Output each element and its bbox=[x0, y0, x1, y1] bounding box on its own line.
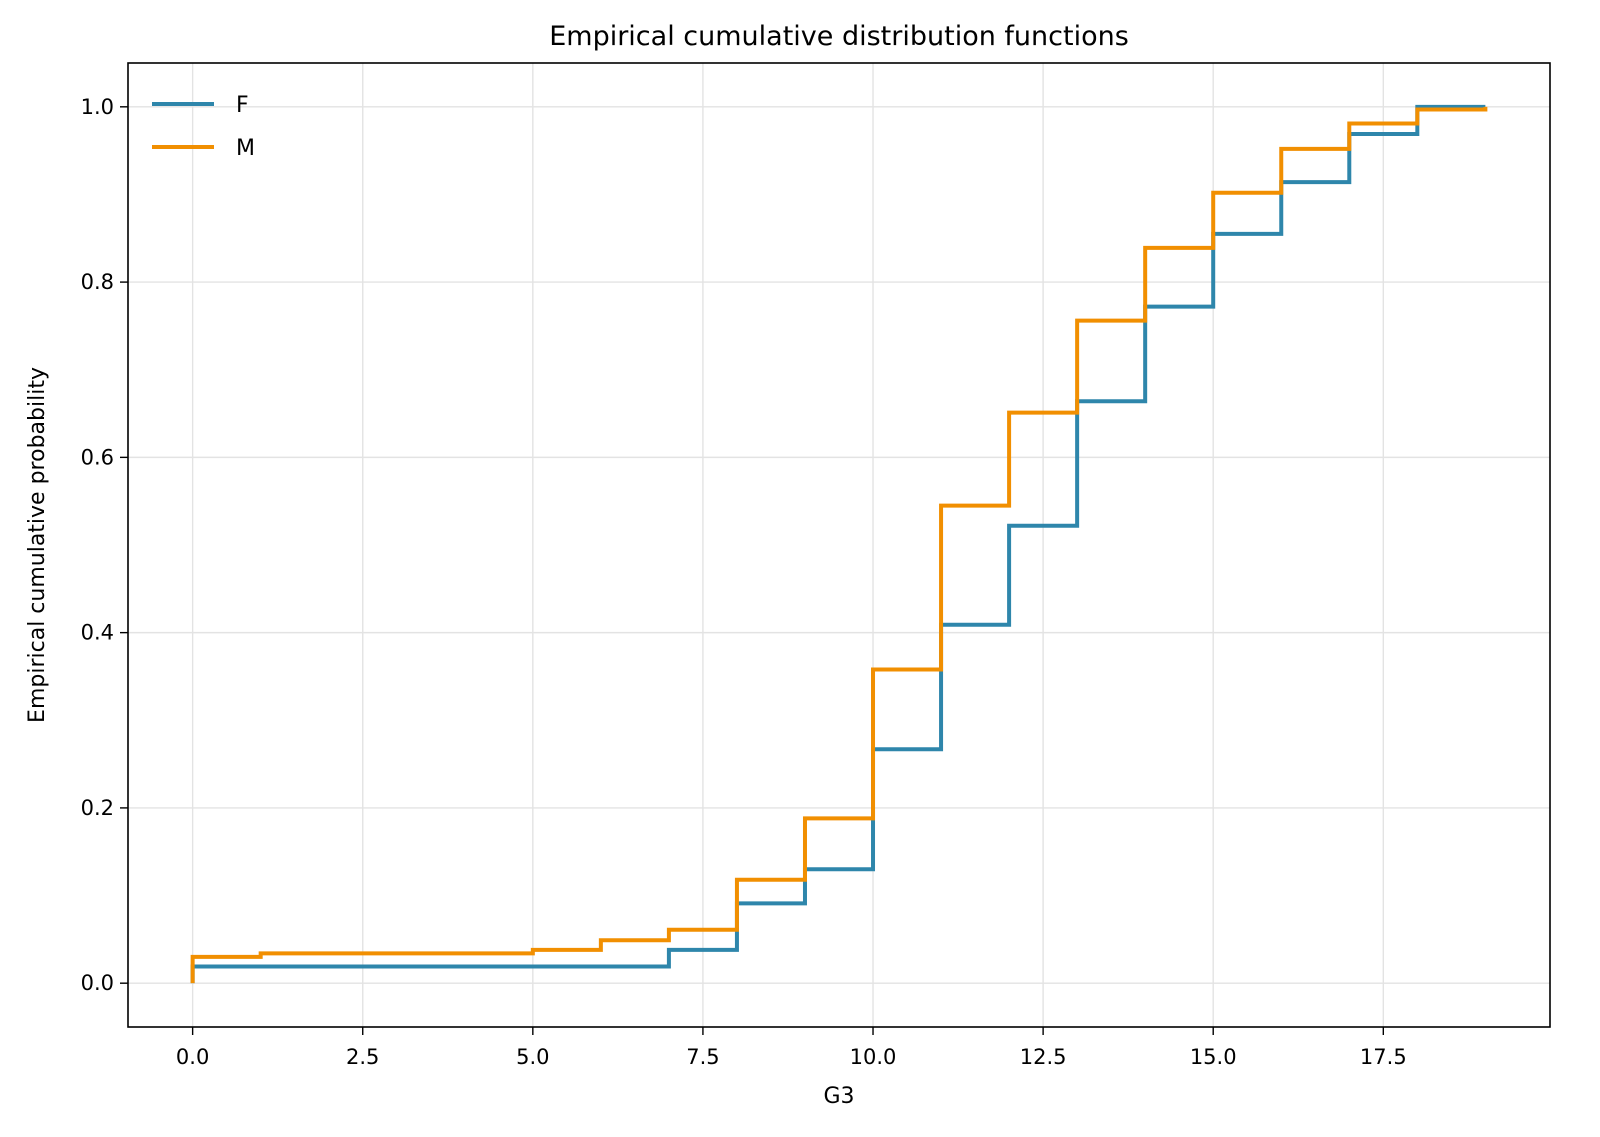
grid bbox=[128, 63, 1550, 1027]
x-tick-label: 5.0 bbox=[516, 1045, 549, 1069]
plot-frame bbox=[127, 62, 1551, 1028]
x-axis-ticks: 0.0 2.5 5.0 7.5 10.0 12.5 15.0 17.5 bbox=[176, 1027, 1407, 1069]
y-tick-label: 0.2 bbox=[81, 796, 114, 820]
y-axis-ticks: 0.0 0.2 0.4 0.6 0.8 1.0 bbox=[81, 95, 128, 995]
x-axis-label: G3 bbox=[823, 1084, 854, 1109]
series-line-f bbox=[190, 104, 1486, 984]
chart-title: Empirical cumulative distribution functi… bbox=[549, 21, 1129, 52]
legend-label-m: M bbox=[236, 136, 255, 161]
y-tick-label: 1.0 bbox=[81, 95, 114, 119]
y-tick-label: 0.6 bbox=[81, 445, 114, 469]
series-line-m bbox=[190, 106, 1488, 984]
x-tick-label: 7.5 bbox=[686, 1045, 719, 1069]
x-tick-label: 17.5 bbox=[1360, 1045, 1407, 1069]
y-tick-label: 0.0 bbox=[81, 971, 114, 995]
y-tick-label: 0.4 bbox=[81, 621, 114, 645]
x-tick-label: 0.0 bbox=[176, 1045, 209, 1069]
y-tick-label: 0.8 bbox=[81, 270, 114, 294]
series-layer bbox=[190, 104, 1488, 984]
legend-label-f: F bbox=[236, 93, 249, 118]
x-tick-label: 12.5 bbox=[1020, 1045, 1067, 1069]
legend: FM bbox=[152, 93, 255, 161]
x-tick-label: 2.5 bbox=[346, 1045, 379, 1069]
x-tick-label: 10.0 bbox=[850, 1045, 897, 1069]
x-tick-label: 15.0 bbox=[1190, 1045, 1237, 1069]
y-axis-label: Empirical cumulative probability bbox=[25, 367, 50, 723]
